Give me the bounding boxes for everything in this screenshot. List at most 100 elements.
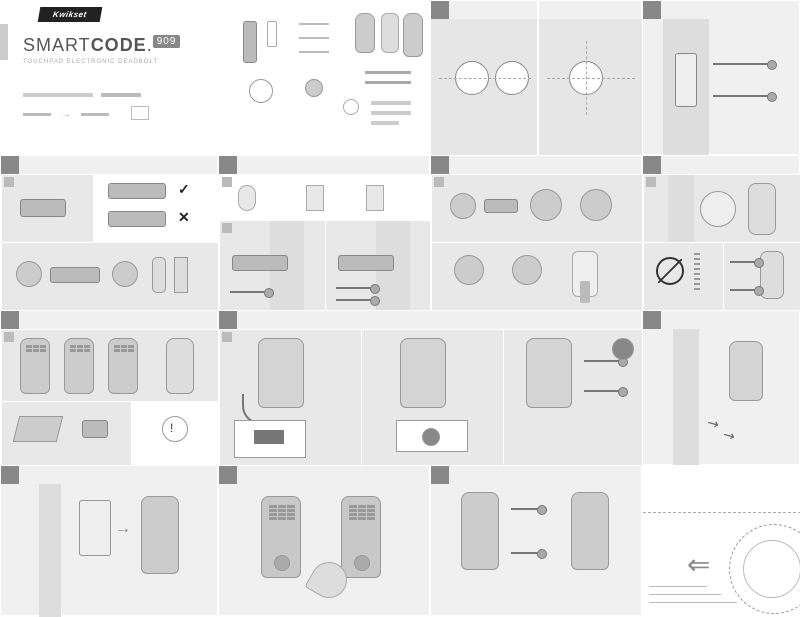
arrow-template: ⇐ (687, 548, 710, 581)
centerline-a (439, 78, 531, 79)
step-3-panel: ✓ ✕ (0, 155, 218, 310)
sub-5a (431, 174, 643, 242)
sub-5b (431, 242, 643, 311)
step-5-panel (430, 155, 642, 310)
screw-8a (584, 360, 624, 362)
sub-6b (643, 242, 723, 311)
parts-panel (218, 0, 430, 155)
interior-7a (20, 338, 50, 394)
sub-8b (361, 329, 503, 466)
latch-face-b (112, 261, 138, 287)
interior-7c (108, 338, 138, 394)
interior-12a (461, 492, 499, 570)
pull-arrow-b: ↘ (720, 425, 739, 446)
centerline-b (547, 78, 635, 79)
tool-template (131, 106, 149, 120)
sub-8a (219, 329, 361, 466)
part-ring (249, 79, 273, 103)
step-chip (431, 1, 449, 19)
step-7-panel: ! (0, 310, 218, 465)
c5-c (580, 189, 612, 221)
c5-b (530, 189, 562, 221)
screw-6a (730, 261, 760, 263)
screw-b (713, 95, 773, 97)
keyhole-11b (354, 555, 370, 571)
centerline-v (586, 41, 587, 115)
header-panel: Kwikset SMARTCODE.909 TOUCHPAD ELECTRONI… (0, 0, 218, 155)
product-title: SMARTCODE.909 (23, 35, 180, 56)
step-chip (1, 311, 19, 329)
turnpiece (82, 420, 108, 438)
latch-face-a (16, 261, 42, 287)
part-strike (267, 21, 277, 47)
step-chip (1, 156, 19, 174)
screw-a (713, 63, 773, 65)
step-chip (1, 466, 19, 484)
sub-3b: ✓ ✕ (93, 174, 219, 242)
screw-4a (230, 291, 270, 293)
screw-12b (511, 552, 543, 554)
interior-12b (571, 492, 609, 570)
sub-7a (1, 329, 219, 401)
step-12-panel (430, 465, 642, 616)
interior-9 (729, 341, 763, 401)
step-8-panel (218, 310, 642, 465)
step-2-panel (642, 0, 800, 155)
step-9-panel: ↘ ↘ (642, 310, 800, 465)
bore-6 (700, 191, 736, 227)
keypad-ext-b (341, 496, 381, 578)
step-chip (431, 156, 449, 174)
step-1-panel (430, 0, 642, 155)
keypad-7b (70, 345, 90, 352)
instruction-sheet: Kwikset SMARTCODE.909 TOUCHPAD ELECTRONI… (0, 0, 800, 616)
screw-8b (584, 390, 624, 392)
connector-8b (422, 428, 440, 446)
faceplate-sq-b (366, 185, 384, 211)
sub-3a (1, 174, 93, 242)
keypad-ext-a (261, 496, 301, 578)
batt-pack-10 (79, 500, 111, 556)
sub-4a (219, 174, 275, 220)
sub-8c (503, 329, 643, 466)
tpl-dim-b (649, 594, 721, 595)
part-latch-assy (243, 21, 257, 63)
part-bar-c (371, 121, 399, 125)
warn-icon: ! (170, 421, 173, 435)
step-chip (643, 311, 661, 329)
plate-6 (748, 183, 776, 235)
step-chip (219, 311, 237, 329)
door-9 (673, 329, 699, 466)
step-chip (219, 466, 237, 484)
part-screw-long-b (365, 81, 411, 84)
product-subtitle: TOUCHPAD ELECTRONIC DEADBOLT (23, 59, 158, 65)
step-chip (643, 1, 661, 19)
connector-8a (254, 430, 284, 444)
sub-3c (1, 242, 219, 311)
warn-circle (162, 416, 188, 442)
part-interior-plate (381, 13, 399, 53)
battery-pack (13, 416, 63, 442)
keypad-7c (114, 345, 134, 352)
step-4-panel (218, 155, 430, 310)
interior-7d (166, 338, 194, 394)
faceplate-b (174, 257, 188, 293)
brand-logo: Kwikset (38, 7, 102, 22)
screw-4b (336, 287, 376, 289)
part-bar-b (371, 111, 411, 115)
tool-screw-b (81, 113, 109, 116)
step-chip (219, 156, 237, 174)
part-exterior (355, 13, 375, 53)
c5-a (450, 193, 476, 219)
template-panel: ⇐ (642, 465, 800, 616)
interior-8c (526, 338, 572, 408)
part-screw-long-a (365, 71, 411, 74)
latch-ok (108, 183, 166, 199)
keypad-11b (349, 505, 375, 520)
strike-plate (675, 53, 697, 107)
screw-12a (511, 508, 543, 510)
tool-arrow: → (61, 109, 71, 120)
c5-e (512, 255, 542, 285)
key (580, 281, 590, 303)
mark-no: ✕ (178, 209, 190, 226)
step-10-panel: → (0, 465, 218, 616)
